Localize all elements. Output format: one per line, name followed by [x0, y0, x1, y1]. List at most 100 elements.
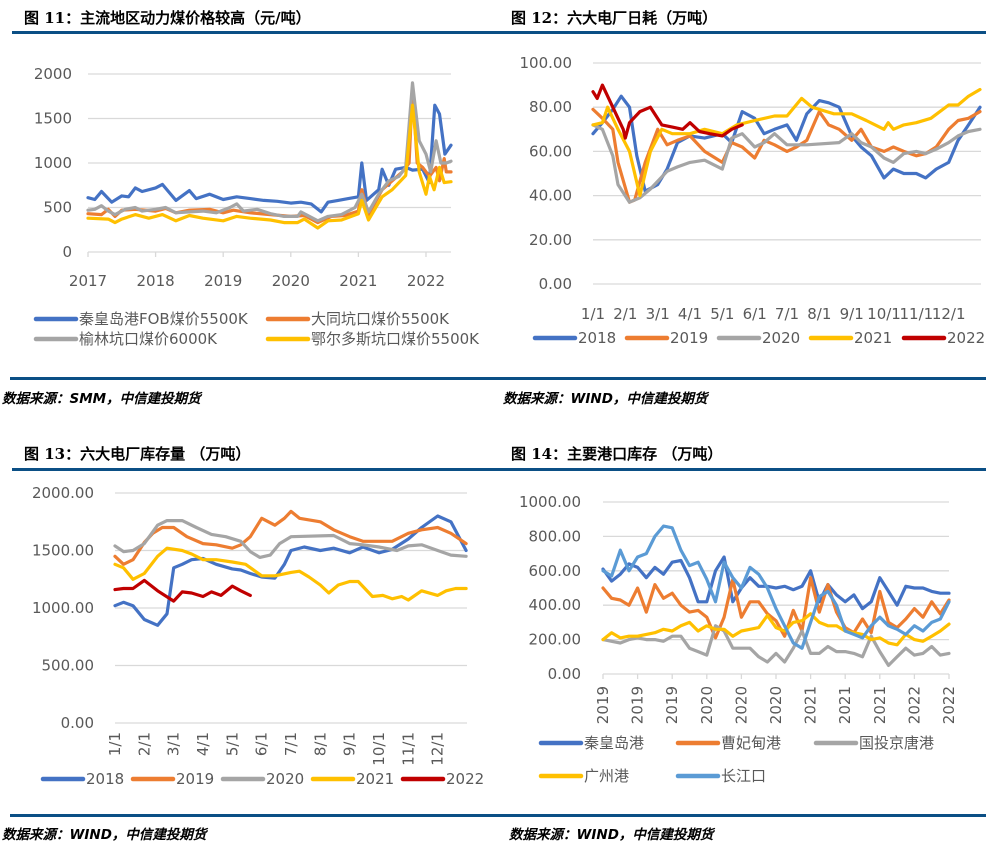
series-line-秦皇岛港FOB煤价5500K — [86, 103, 453, 214]
x-tick-label: 3/1 — [646, 305, 670, 323]
x-tick-label: 3/1 — [165, 732, 183, 756]
y-tick-label: 1000.00 — [519, 493, 581, 511]
series-line-2018 — [591, 94, 982, 193]
chart-14: 0.00 200.00 400.00 600.00 800.00 1000.00 2019 2… — [519, 493, 958, 785]
y-tick-label: 0.00 — [539, 275, 572, 293]
series-line-榆林坑口煤价6000K — [86, 81, 453, 223]
x-tick-label: 2021 — [836, 686, 854, 724]
legend-label: 大同坑口煤价5500K — [311, 310, 450, 328]
legend-label: 2020 — [266, 770, 304, 788]
y-tick-label: 800.00 — [529, 527, 582, 545]
x-tick-label: 1/1 — [106, 732, 124, 756]
legend-label: 2019 — [176, 770, 214, 788]
chart-12-title: 图 12：六大电厂日耗（万吨） — [511, 9, 718, 27]
x-tick-label: 2020 — [732, 686, 750, 724]
legend-label: 2018 — [578, 329, 616, 347]
divider — [500, 468, 986, 471]
legend-label: 曹妃甸港 — [721, 734, 781, 752]
y-tick-label: 0.00 — [548, 665, 581, 683]
legend-label: 2021 — [854, 329, 892, 347]
series-line-2019 — [113, 509, 468, 566]
x-tick-label: 2017 — [69, 272, 107, 290]
legend-label: 榆林坑口煤价6000K — [79, 330, 218, 348]
series-line-2020 — [591, 123, 982, 204]
x-tick-label: 5/1 — [710, 305, 734, 323]
x-tick-label: 2022 — [407, 272, 445, 290]
series-line-长江口 — [601, 524, 951, 650]
y-tick-label: 2000 — [34, 65, 72, 83]
series-line-鄂尔多斯坑口煤价5500K — [86, 103, 453, 230]
series-line-秦皇岛港 — [601, 555, 951, 611]
chart-14-source: 数据来源：WIND，中信建投期货 — [509, 827, 714, 843]
legend-label: 2021 — [356, 770, 394, 788]
series-line-2019 — [591, 107, 982, 204]
chart-13-title: 图 13：六大电厂库存量 （万吨） — [24, 445, 251, 463]
chart-13-source: 数据来源：WIND，中信建投期货 — [2, 827, 207, 843]
divider — [500, 814, 986, 817]
y-tick-label: 400.00 — [529, 596, 582, 614]
x-tick-label: 7/1 — [282, 732, 300, 756]
x-tick-label: 10/1 — [370, 732, 388, 766]
legend-label: 鄂尔多斯坑口煤价5500K — [311, 330, 480, 348]
x-tick-label: 8/1 — [807, 305, 831, 323]
x-tick-label: 2019 — [594, 686, 612, 724]
y-tick-label: 80.00 — [529, 98, 572, 116]
y-tick-label: 40.00 — [529, 187, 572, 205]
legend-label: 长江口 — [721, 767, 766, 785]
legend-label: 国投京唐港 — [859, 734, 934, 752]
y-tick-label: 100.00 — [520, 54, 573, 72]
chart-12: 0.00 20.00 40.00 60.00 80.00 100.00 1/1 2/1 3/1 4… — [520, 54, 986, 347]
y-tick-label: 500 — [43, 199, 72, 217]
x-tick-label: 4/1 — [678, 305, 702, 323]
y-tick-label: 1000.00 — [32, 599, 94, 617]
legend-label: 2022 — [947, 329, 985, 347]
x-tick-label: 1/1 — [581, 305, 605, 323]
y-tick-label: 0 — [62, 243, 72, 261]
legend-label: 2020 — [762, 329, 800, 347]
x-tick-label: 2021 — [871, 686, 889, 724]
series-line-2022 — [113, 578, 252, 603]
y-tick-label: 2000.00 — [32, 484, 94, 502]
series-line-2022 — [591, 83, 744, 140]
chart-11-title: 图 11：主流地区动力煤价格较高（元/吨） — [24, 9, 311, 27]
divider — [10, 814, 500, 817]
x-tick-label: 6/1 — [743, 305, 767, 323]
x-tick-label: 2/1 — [613, 305, 637, 323]
series-line-2018 — [113, 514, 468, 627]
series-line-国投京唐港 — [601, 624, 951, 668]
chart-12-source: 数据来源：WIND，中信建投期货 — [503, 391, 708, 407]
x-tick-label: 6/1 — [253, 732, 271, 756]
chart-13: 0.00 500.00 1000.00 1500.00 2000.00 1/1 2/1 3/1… — [32, 484, 484, 788]
x-tick-label: 2/1 — [135, 732, 153, 756]
x-tick-label: 2018 — [137, 272, 175, 290]
x-tick-label: 8/1 — [311, 732, 329, 756]
y-tick-label: 1500 — [34, 110, 72, 128]
legend-label: 秦皇岛港FOB煤价5500K — [79, 310, 249, 328]
divider — [12, 468, 500, 471]
x-tick-label: 2019 — [204, 272, 242, 290]
series-line-2021 — [591, 87, 982, 198]
y-tick-label: 500.00 — [42, 657, 95, 675]
chart-11-source: 数据来源：SMM，中信建投期货 — [2, 391, 201, 407]
chart-14-title: 图 14：主要港口库存 （万吨） — [511, 445, 723, 463]
series-line-曹妃甸港 — [601, 576, 951, 640]
x-tick-label: 2019 — [663, 686, 681, 724]
x-tick-label: 5/1 — [223, 732, 241, 756]
legend-label: 2019 — [670, 329, 708, 347]
divider — [500, 377, 986, 380]
x-tick-label: 10/1 — [867, 305, 901, 323]
x-tick-label: 2022 — [940, 686, 958, 724]
x-tick-label: 7/1 — [775, 305, 799, 323]
y-tick-label: 60.00 — [529, 142, 572, 160]
divider — [12, 31, 500, 34]
legend-label: 秦皇岛港 — [584, 734, 644, 752]
x-tick-label: 12/1 — [932, 305, 966, 323]
x-tick-label: 2021 — [802, 686, 820, 724]
x-tick-label: 2021 — [339, 272, 377, 290]
x-tick-label: 9/1 — [840, 305, 864, 323]
y-tick-label: 200.00 — [529, 631, 582, 649]
x-tick-label: 4/1 — [194, 732, 212, 756]
legend-label: 广州港 — [584, 767, 629, 785]
series-line-2021 — [113, 546, 468, 602]
